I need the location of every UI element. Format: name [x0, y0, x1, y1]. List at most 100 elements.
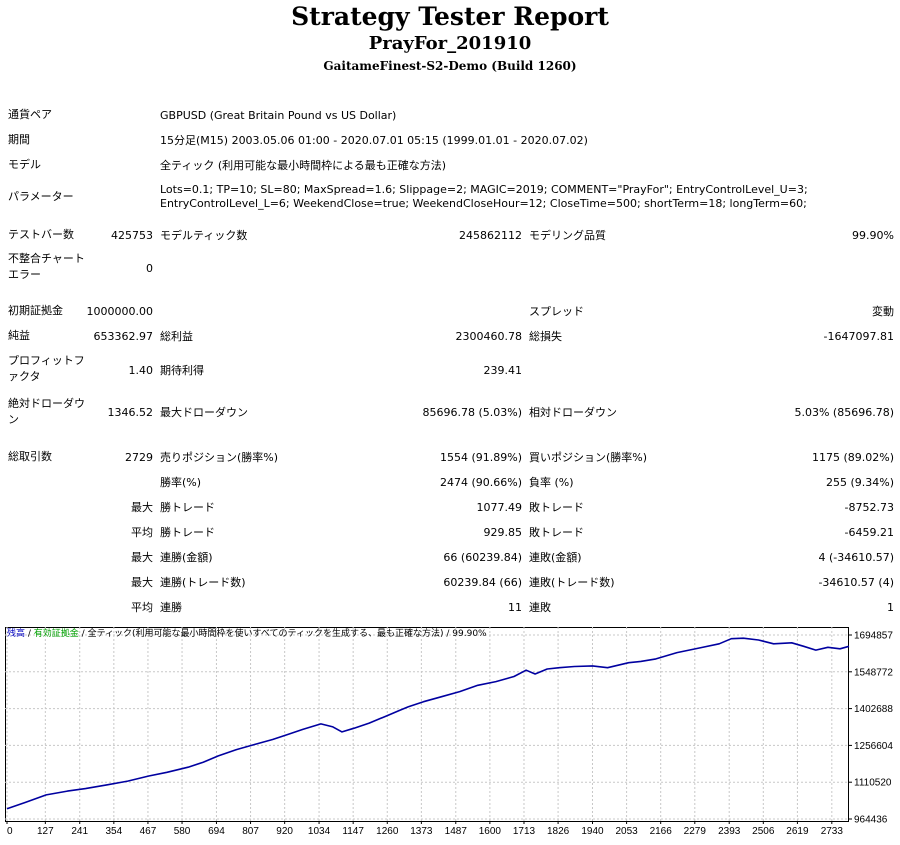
x-tick-label: 1260	[376, 826, 399, 837]
win-rate-value: 2474 (90.66%)	[439, 476, 522, 489]
legend-sep-1: /	[25, 629, 34, 639]
expert-name: PrayFor_201910	[368, 33, 532, 54]
bars-value: 425753	[111, 229, 153, 242]
average-loss-value: -6459.21	[844, 526, 894, 539]
x-tick-label: 2733	[821, 826, 844, 837]
chart-legend: 残高 / 有効証拠金 / 全ティック(利用可能な最小時間枠を使いすべてのティック…	[7, 629, 487, 640]
y-tick-label: 1110520	[854, 778, 892, 789]
absolute-drawdown-label: 絶対ドローダウン	[8, 397, 85, 426]
average-consecutive-losses-value: 1	[887, 601, 894, 614]
average-consecutive-losses-label: 連敗	[529, 601, 551, 614]
quality-value: 99.90%	[852, 229, 894, 242]
model-label: モデル	[8, 158, 41, 171]
largest-win-value: 1077.49	[476, 501, 523, 514]
loss-rate-label: 負率 (%)	[529, 476, 574, 489]
ticks-value: 245862112	[459, 229, 522, 242]
relative-drawdown-value: 5.03% (85696.78)	[794, 406, 894, 419]
mismatch-label: 不整合チャートエラー	[8, 252, 85, 281]
short-positions-value: 1554 (91.89%)	[439, 451, 522, 464]
maximal-label: 最大	[131, 576, 153, 589]
x-tick-label: 2506	[752, 826, 775, 837]
params-line-2: EntryControlLevel_L=6; WeekendClose=true…	[160, 197, 807, 210]
x-tick-label: 1713	[513, 826, 536, 837]
spread-value: 変動	[872, 305, 894, 318]
x-tick-label: 920	[276, 826, 293, 837]
profit-factor-label: プロフィットファクタ	[8, 354, 85, 383]
maximum-label: 最大	[131, 551, 153, 564]
loss-rate-value: 255 (9.34%)	[825, 476, 894, 489]
x-tick-label: 2393	[718, 826, 741, 837]
legend-equity: 有効証拠金	[33, 629, 79, 639]
consecutive-wins-count-label: 連勝(トレード数)	[160, 576, 246, 589]
x-tick-label: 807	[242, 826, 259, 837]
average-win-value: 929.85	[483, 526, 523, 539]
balance-line	[6, 637, 850, 810]
win-rate-label: 勝率(%)	[160, 476, 202, 489]
gross-profit-label: 総利益	[160, 330, 193, 343]
total-trades-label: 総取引数	[8, 450, 52, 463]
profit-factor-value: 1.40	[128, 364, 154, 377]
absolute-drawdown-value: 1346.52	[107, 406, 154, 419]
mismatch-value: 0	[146, 262, 153, 275]
x-tick-label: 467	[140, 826, 157, 837]
short-positions-label: 売りポジション(勝率%)	[160, 451, 279, 464]
quality-label: モデリング品質	[529, 229, 606, 242]
net-profit-value: 653362.97	[93, 330, 154, 343]
total-trades-value: 2729	[125, 451, 153, 464]
expected-payoff-label: 期待利得	[160, 364, 204, 377]
server-name: GaitameFinest-S2-Demo (Build 1260)	[323, 59, 577, 73]
x-tick-label: 127	[37, 826, 54, 837]
model-value: 全ティック (利用可能な最小時間枠による最も正確な方法)	[160, 159, 447, 172]
x-tick-label: 1373	[410, 826, 433, 837]
average-consecutive-label: 平均	[131, 601, 153, 614]
legend-balance: 残高	[7, 629, 26, 639]
pair-value: GBPUSD (Great Britain Pound vs US Dollar…	[160, 109, 397, 122]
long-positions-label: 買いポジション(勝率%)	[529, 451, 648, 464]
consecutive-losses-count-label: 連敗(トレード数)	[529, 576, 615, 589]
largest-win-label: 勝トレード	[160, 501, 215, 514]
period-value: 15分足(M15) 2003.05.06 01:00 - 2020.07.01 …	[160, 134, 588, 147]
gross-profit-value: 2300460.78	[455, 330, 522, 343]
maximal-drawdown-value: 85696.78 (5.03%)	[422, 406, 522, 419]
expected-payoff-value: 239.41	[483, 364, 523, 377]
largest-loss-label: 敗トレード	[529, 501, 584, 514]
largest-loss-value: -8752.73	[844, 501, 894, 514]
balance-chart: 1694857 1548772 1402688 1256604 1110520 96443…	[5, 627, 893, 837]
maximal-drawdown-label: 最大ドローダウン	[160, 406, 248, 419]
gross-loss-label: 総損失	[529, 330, 562, 343]
bars-label: テストバー数	[8, 228, 74, 241]
report-title: Strategy Tester Report	[291, 2, 609, 31]
consecutive-losses-amount-value: 4 (-34610.57)	[818, 551, 894, 564]
x-tick-label: 1147	[342, 826, 364, 837]
spread-label: スプレッド	[529, 305, 584, 318]
period-label: 期間	[8, 133, 30, 146]
consecutive-losses-amount-label: 連敗(金額)	[529, 551, 582, 564]
consecutive-losses-count-value: -34610.57 (4)	[818, 576, 894, 589]
average-win-label: 勝トレード	[160, 526, 215, 539]
long-positions-value: 1175 (89.02%)	[811, 451, 894, 464]
consecutive-wins-amount-value: 66 (60239.84)	[443, 551, 522, 564]
x-tick-label: 1940	[581, 826, 604, 837]
consecutive-wins-amount-label: 連勝(金額)	[160, 551, 213, 564]
x-tick-label: 1600	[479, 826, 502, 837]
ticks-label: モデルティック数	[160, 229, 248, 242]
x-tick-label: 1034	[308, 826, 331, 837]
gross-loss-value: -1647097.81	[823, 330, 894, 343]
deposit-value: 1000000.00	[86, 305, 153, 318]
chart-frame	[5, 627, 849, 822]
x-tick-label: 1487	[445, 826, 468, 837]
average-loss-label: 敗トレード	[529, 526, 584, 539]
legend-model: 全ティック(利用可能な最小時間枠を使いすべてのティックを生成する、最も正確な方法…	[87, 629, 444, 639]
params-line-1: Lots=0.1; TP=10; SL=80; MaxSpread=1.6; S…	[160, 183, 808, 196]
relative-drawdown-label: 相対ドローダウン	[529, 406, 617, 419]
y-tick-label: 964436	[854, 815, 888, 826]
x-tick-label: 694	[208, 826, 225, 837]
average-consecutive-wins-value: 11	[508, 601, 522, 614]
net-profit-label: 純益	[8, 329, 30, 342]
x-tick-label: 2166	[650, 826, 673, 837]
y-tick-label: 1256604	[854, 741, 893, 752]
x-tick-label: 354	[105, 826, 122, 837]
x-tick-label: 2619	[786, 826, 809, 837]
x-tick-label: 580	[174, 826, 191, 837]
y-tick-label: 1548772	[854, 667, 893, 678]
